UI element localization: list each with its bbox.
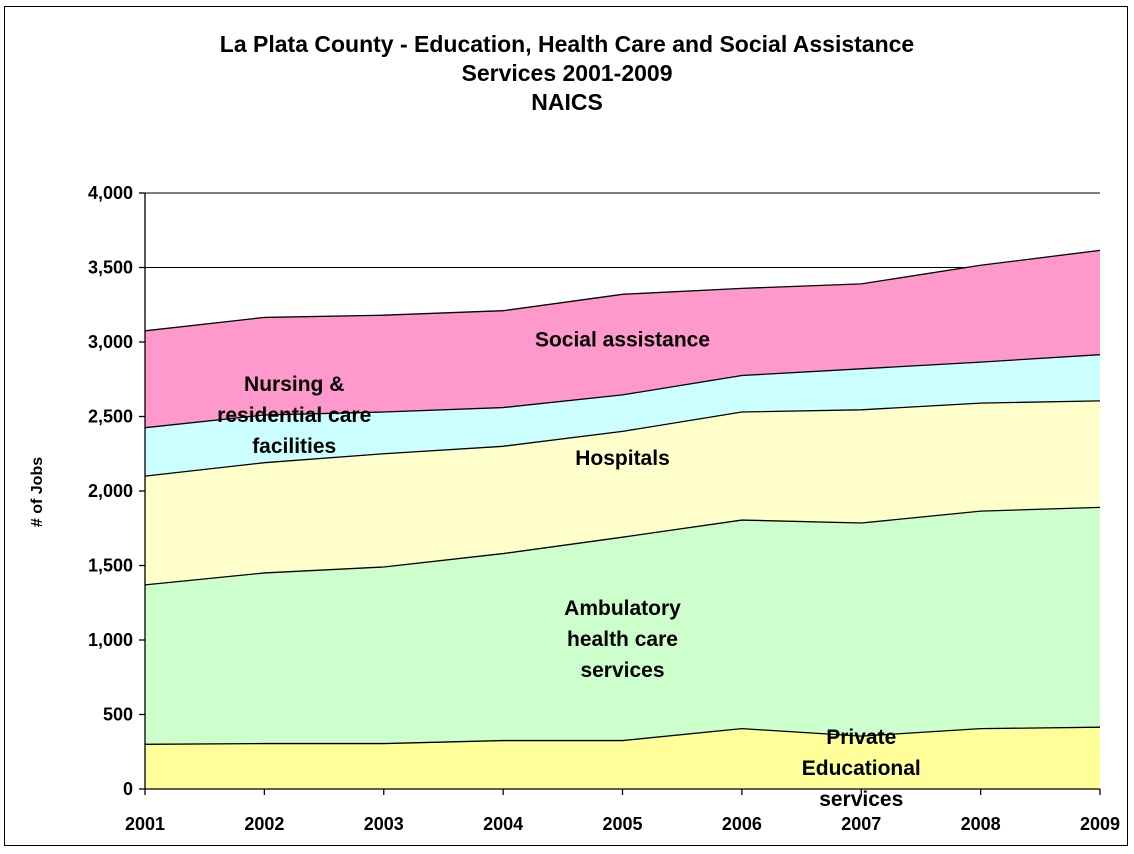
area-nursing-and-residential-care-facilities [145,354,1100,477]
area-social-assistance [145,250,1100,428]
y-tick-label: 3,000 [88,332,133,352]
y-tick-label: 1,000 [88,630,133,650]
y-tick-labels: 0 500 1,000 1,500 2,000 2,500 3,000 3,500 4,000 [88,183,133,799]
area-label-line: Hospitals [575,447,670,470]
area-label-line: facilities [252,435,336,458]
y-tick-label: 4,000 [88,183,133,203]
x-tick-label: 2002 [244,814,284,834]
axes [139,192,1101,795]
x-tick-label: 2001 [125,814,165,834]
y-tick-label: 2,000 [88,481,133,501]
x-tick-label: 2003 [364,814,404,834]
area-ambulatory-health-care-services [145,507,1100,745]
area-label-line: health care [567,628,678,651]
area-label-line: residential care [217,404,371,427]
x-tick-label: 2008 [961,814,1001,834]
area-label-line: Private [826,726,896,749]
x-tick-label: 2009 [1080,814,1120,834]
area-label-line: Ambulatory [564,597,681,620]
x-tick-label: 2004 [483,814,523,834]
line-social-assistance [144,249,1101,332]
area-label-nursing-and-residential-care-facilities: Nursing & residential care facilities [217,373,371,458]
line-nursing-and-residential-care-facilities [144,354,1101,429]
x-tick-labels: 2001 2002 2003 2004 2005 2006 2007 2008 2009 [125,814,1120,834]
chart-title-line-2: Services 2001-2009 [461,60,673,86]
area-label-line: Social assistance [535,329,710,352]
line-private-educational-services [144,726,1101,745]
x-tick-label: 2005 [602,814,642,834]
chart-title-line-1: La Plata County - Education, Health Care… [219,31,915,57]
chart-title-line-3: NAICS [531,89,603,115]
y-tick-label: 1,500 [88,556,133,576]
line-ambulatory-health-care-services [144,506,1101,586]
area-label-line: Nursing & [244,373,344,396]
y-tick-label: 2,500 [88,407,133,427]
area-label-private-educational-services: Private Educational services [802,726,921,811]
area-label-hospitals: Hospitals [575,447,670,470]
y-tick-label: 500 [103,705,133,725]
area-private-educational-services [145,727,1100,789]
area-labels: Private Educational services Ambulatory heal… [217,329,921,811]
y-axis-label: # of Jobs [29,457,46,527]
y-tick-label: 0 [123,779,133,799]
area-label-ambulatory-health-care-services: Ambulatory health care services [564,597,681,682]
area-label-line: Educational [802,757,921,780]
line-hospitals [144,400,1101,477]
area-label-social-assistance: Social assistance [535,329,710,352]
x-tick-label: 2006 [722,814,762,834]
area-series [144,249,1101,789]
y-tick-label: 3,500 [88,258,133,278]
x-tick-label: 2007 [841,814,881,834]
chart-title: La Plata County - Education, Health Care… [0,30,1134,117]
area-label-line: services [580,659,664,682]
area-hospitals [145,400,1100,585]
area-label-line: services [819,788,903,811]
